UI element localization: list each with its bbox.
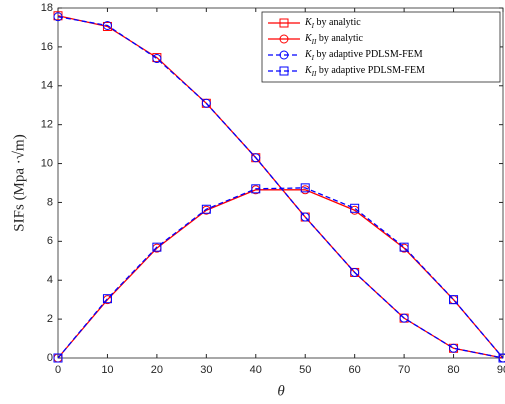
y-tick-label: 18 — [41, 2, 53, 14]
marker — [399, 242, 409, 252]
marker — [102, 21, 112, 30]
y-tick-label: 8 — [47, 196, 53, 208]
x-tick-label: 80 — [447, 364, 459, 376]
y-tick-label: 12 — [41, 119, 53, 131]
legend-label: KII by adaptive PDLSM-FEM — [304, 65, 425, 77]
marker — [53, 353, 63, 363]
legend-marker — [279, 66, 289, 76]
y-tick-label: 14 — [41, 80, 53, 92]
legend-marker — [279, 18, 289, 28]
y-axis-label: SIFs (Mpa ·√m) — [11, 134, 27, 231]
marker — [300, 183, 310, 193]
legend-box — [261, 11, 501, 83]
series-line — [57, 187, 504, 359]
y-tick-label: 16 — [41, 41, 53, 53]
y-tick-label: 2 — [47, 313, 53, 325]
x-tick-label: 0 — [55, 364, 61, 376]
marker — [201, 98, 211, 108]
x-tick-label: 40 — [250, 364, 262, 376]
legend-marker — [279, 50, 289, 60]
y-tick-label: 6 — [47, 235, 53, 247]
marker — [399, 313, 409, 323]
series-line — [57, 16, 504, 359]
legend-label: KI by adaptive PDLSM-FEM — [304, 49, 423, 61]
marker — [201, 204, 211, 214]
legend-label: KI by analytic — [304, 17, 361, 29]
x-tick-label: 90 — [497, 364, 505, 376]
marker — [449, 343, 459, 353]
marker — [251, 153, 261, 163]
marker — [350, 203, 360, 213]
marker — [152, 242, 162, 252]
x-tick-label: 30 — [200, 364, 212, 376]
x-axis-label: θ — [277, 383, 285, 399]
y-tick-label: 10 — [41, 157, 53, 169]
x-tick-label: 50 — [299, 364, 311, 376]
x-tick-label: 20 — [151, 364, 163, 376]
legend-label: KII by analytic — [304, 33, 364, 45]
y-tick-label: 0 — [47, 352, 53, 364]
marker — [53, 12, 63, 22]
marker — [152, 54, 162, 64]
marker — [102, 294, 112, 304]
marker — [350, 267, 360, 277]
x-tick-label: 60 — [349, 364, 361, 376]
marker — [251, 184, 261, 194]
marker — [449, 295, 459, 305]
x-tick-label: 10 — [101, 364, 113, 376]
plot-area — [57, 7, 504, 359]
marker — [300, 212, 310, 222]
x-tick-label: 70 — [398, 364, 410, 376]
marker — [498, 353, 505, 363]
legend-marker — [279, 34, 289, 44]
series-line — [57, 189, 504, 359]
y-tick-label: 4 — [47, 274, 53, 286]
